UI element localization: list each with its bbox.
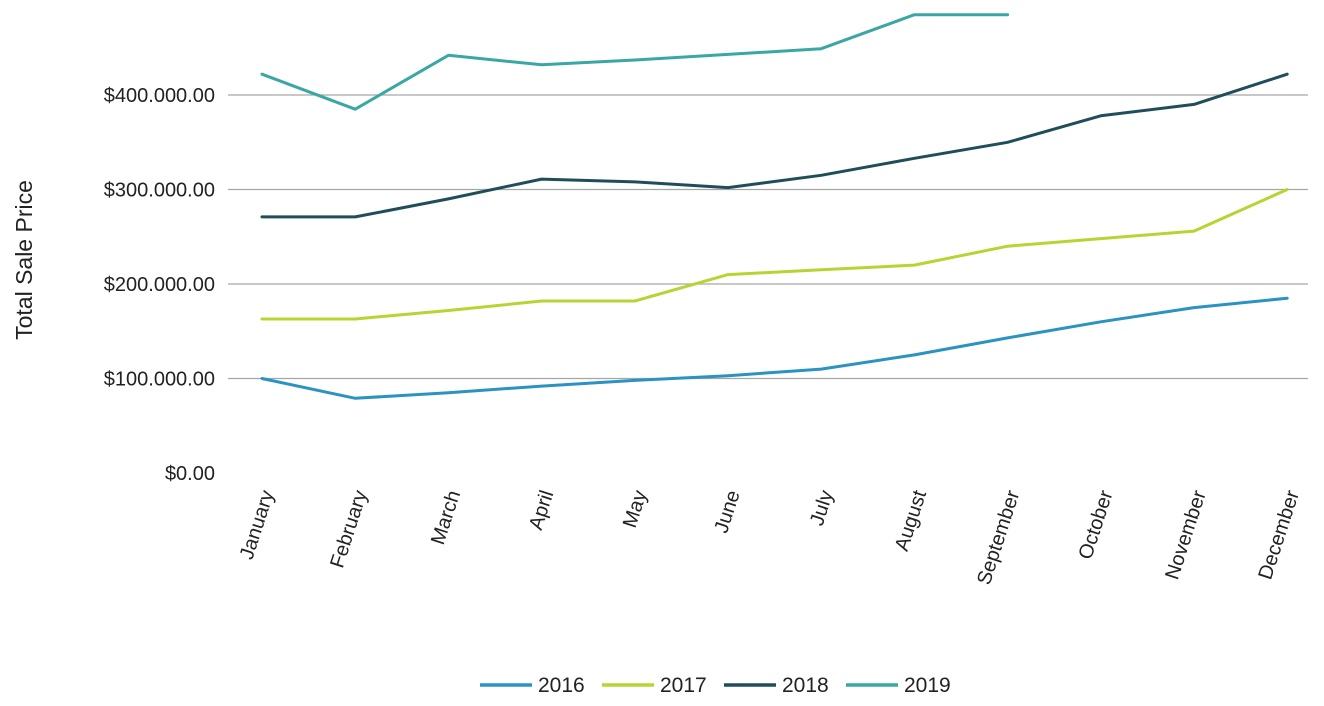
y-axis-ticks: $0.00 $100.000.00 $200.000.00 $300.000.00 $4… [104,85,215,485]
x-tick-label: May [619,488,652,531]
x-tick-label: October [1075,487,1118,562]
y-tick-label: $100.000.00 [104,369,215,391]
series-lines [260,13,1289,400]
y-axis-title: Total Sale Price [11,180,37,340]
x-tick-label: February [326,488,372,571]
x-tick-label: June [710,488,744,536]
y-tick-label: $300.000.00 [104,180,215,202]
legend-label-2018: 2018 [782,674,829,697]
x-axis-ticks: January February March April May June July Augu… [236,487,1304,587]
legend-label-2019: 2019 [904,674,951,697]
y-tick-label: $200.000.00 [104,274,215,296]
series-line-2019 [260,13,1010,111]
series-line-2016 [260,296,1289,400]
x-tick-label: December [1255,487,1305,582]
y-tick-label: $400.000.00 [104,85,215,107]
x-tick-label: August [891,487,931,553]
x-tick-label: April [525,488,558,533]
x-tick-label: March [427,488,465,548]
legend-label-2016: 2016 [538,674,585,697]
series-line-2017 [260,188,1289,321]
legend: 2016 2017 2018 2019 [480,674,951,697]
x-tick-label: November [1161,487,1211,582]
x-tick-label: January [236,488,279,562]
y-tick-label: $0.00 [165,463,215,485]
gridlines [228,94,1308,380]
x-tick-label: September [973,487,1024,587]
legend-label-2017: 2017 [660,674,707,697]
series-line-2018 [260,72,1289,219]
x-tick-label: July [806,488,838,529]
